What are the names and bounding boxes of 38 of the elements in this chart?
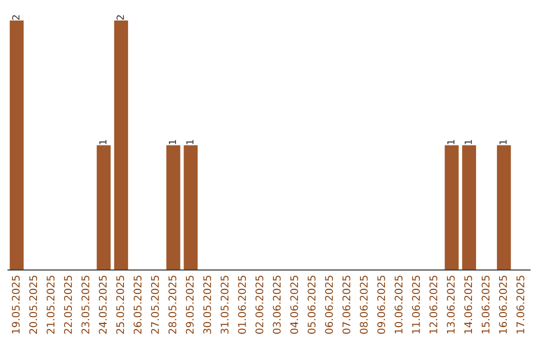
x-tick-label: 04.06.2025 [290,276,298,334]
x-tick-label: 19.05.2025 [12,276,20,334]
data-label: 2 [116,15,124,20]
x-tick-label: 06.06.2025 [325,276,333,334]
x-tick-label: 27.05.2025 [151,276,159,334]
x-tick-label: 21.05.2025 [46,276,55,334]
x-tick-label: 23.05.2025 [81,276,90,334]
data-label: 1 [168,140,176,144]
x-tick-label: 22.05.2025 [64,276,72,334]
data-label: 1 [186,140,194,144]
x-tick-label: 29.05.2025 [186,276,194,334]
data-label: 1 [499,140,507,144]
x-tick-label: 01.06.2025 [238,276,246,334]
x-tick-label: 07.06.2025 [342,276,350,334]
x-tick-label: 02.06.2025 [255,276,264,334]
x-tick-label: 16.06.2025 [499,276,507,334]
x-tick-label: 05.06.2025 [308,276,316,334]
x-tick-label: 09.06.2025 [377,276,386,334]
x-tick-label: 11.06.2025 [412,276,420,334]
x-tick-label: 14.06.2025 [464,276,472,334]
x-tick-label: 13.06.2025 [446,276,455,334]
x-tick-label: 20.05.2025 [29,276,38,334]
x-tick-label: 08.06.2025 [360,276,368,334]
x-tick-label: 30.05.2025 [203,276,212,334]
x-tick-label: 10.06.2025 [394,276,403,334]
data-label: 1 [99,140,106,144]
x-tick-label: 12.06.2025 [429,276,438,334]
x-tick-label: 17.06.2025 [516,276,524,334]
x-tick-label: 24.05.2025 [98,276,107,334]
data-label: 1 [447,140,454,144]
x-tick-label: 03.06.2025 [272,276,281,334]
data-label: 1 [464,140,472,144]
x-tick-label: 25.05.2025 [116,276,124,334]
x-tick-label: 26.05.2025 [134,276,142,334]
x-tick-label: 31.05.2025 [220,276,229,334]
data-label: 2 [12,15,20,20]
x-tick-label: 15.06.2025 [482,276,490,334]
x-tick-label: 28.05.2025 [168,276,176,334]
